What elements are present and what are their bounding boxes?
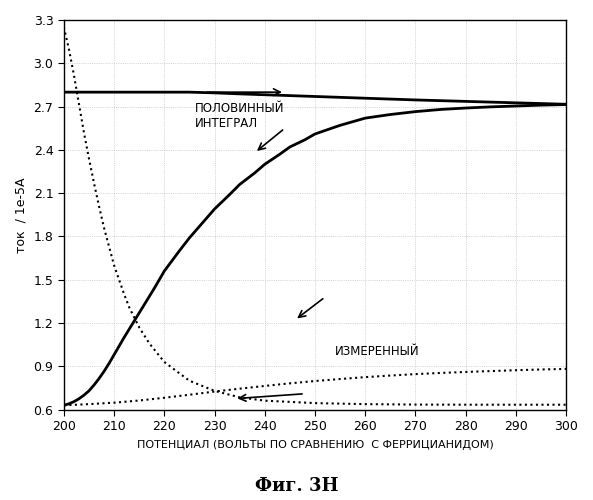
X-axis label: ПОТЕНЦИАЛ (ВОЛЬТЫ ПО СРАВНЕНИЮ  С ФЕРРИЦИАНИДОМ): ПОТЕНЦИАЛ (ВОЛЬТЫ ПО СРАВНЕНИЮ С ФЕРРИЦИ…: [136, 440, 493, 450]
Text: ИЗМЕРЕННЫЙ: ИЗМЕРЕННЫЙ: [335, 344, 420, 358]
Y-axis label: ток  / 1е-5А: ток / 1е-5А: [15, 177, 28, 252]
Text: Фиг. 3Н: Фиг. 3Н: [255, 477, 338, 495]
Text: ПОЛОВИННЫЙ
ИНТЕГРАЛ: ПОЛОВИННЫЙ ИНТЕГРАЛ: [195, 102, 284, 130]
